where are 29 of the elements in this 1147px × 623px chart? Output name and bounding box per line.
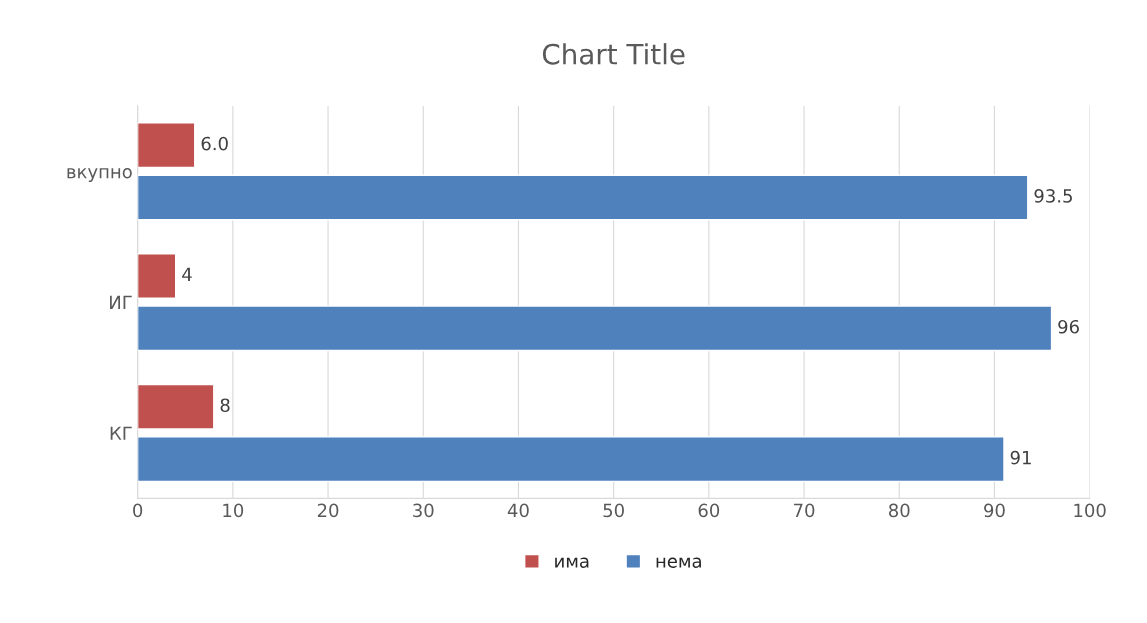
x-tick-label: 50	[603, 503, 624, 518]
bar	[137, 253, 177, 299]
bar	[137, 383, 215, 430]
y-tick-label: вкупно	[67, 168, 132, 182]
x-tick-label: 30	[413, 503, 434, 518]
x-tick-label: 60	[698, 503, 720, 518]
x-tick-label: 80	[888, 503, 910, 518]
bar	[137, 305, 1053, 352]
data-label: 93.5	[1034, 189, 1072, 203]
data-label: 4	[182, 267, 192, 281]
bar	[137, 174, 1029, 221]
bar	[137, 436, 1005, 483]
data-label: 96	[1058, 319, 1079, 334]
x-tick-label: 40	[507, 503, 529, 518]
legend-label: нема	[656, 557, 701, 568]
data-label: 8	[220, 398, 230, 413]
x-tick-label: 90	[984, 503, 1005, 518]
x-tick-label: 100	[1074, 503, 1106, 518]
y-tick-label: КГ	[110, 426, 132, 440]
x-tick-label: 10	[223, 503, 244, 518]
chart-title: Chart Title	[542, 43, 685, 65]
x-tick-label: 0	[133, 503, 143, 518]
x-tick-label: 20	[317, 503, 339, 518]
x-tick-label: 70	[794, 503, 815, 518]
bar	[137, 122, 196, 169]
data-label: 6.0	[201, 136, 228, 151]
y-tick-label: ИГ	[110, 295, 132, 310]
legend-label: има	[555, 557, 589, 568]
data-label: 91	[1010, 450, 1031, 465]
